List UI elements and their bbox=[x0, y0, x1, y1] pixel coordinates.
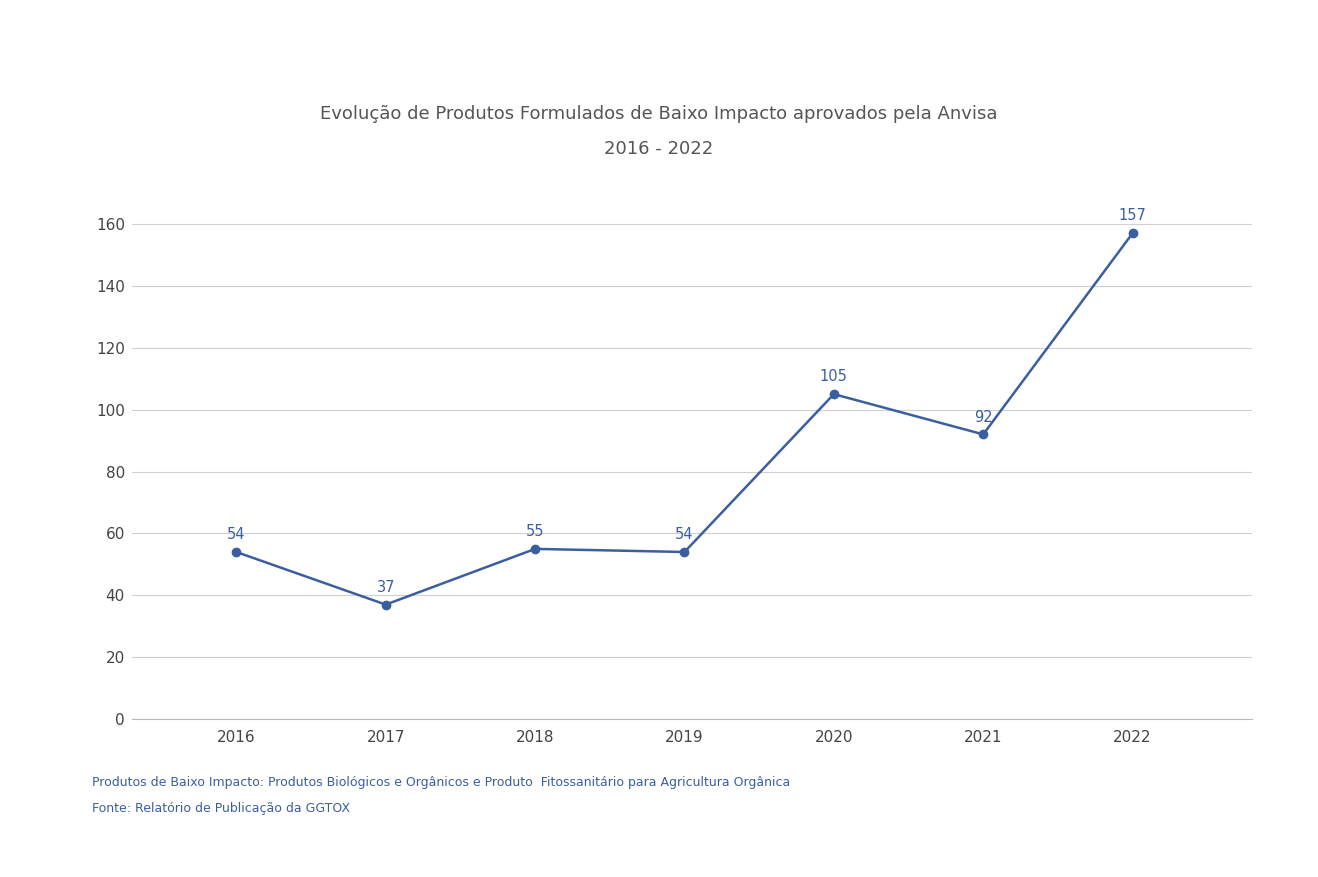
Text: 55: 55 bbox=[526, 524, 544, 539]
Text: 92: 92 bbox=[974, 410, 992, 424]
Text: 105: 105 bbox=[820, 369, 847, 384]
Text: Evolução de Produtos Formulados de Baixo Impacto aprovados pela Anvisa: Evolução de Produtos Formulados de Baixo… bbox=[320, 105, 998, 123]
Text: 54: 54 bbox=[227, 527, 245, 542]
Text: 2016 - 2022: 2016 - 2022 bbox=[605, 140, 713, 158]
Text: 157: 157 bbox=[1119, 209, 1147, 224]
Text: 37: 37 bbox=[377, 580, 395, 595]
Text: Fonte: Relatório de Publicação da GGTOX: Fonte: Relatório de Publicação da GGTOX bbox=[92, 802, 351, 816]
Text: Produtos de Baixo Impacto: Produtos Biológicos e Orgânicos e Produto  Fitossanit: Produtos de Baixo Impacto: Produtos Biol… bbox=[92, 776, 791, 789]
Text: 54: 54 bbox=[675, 527, 693, 542]
